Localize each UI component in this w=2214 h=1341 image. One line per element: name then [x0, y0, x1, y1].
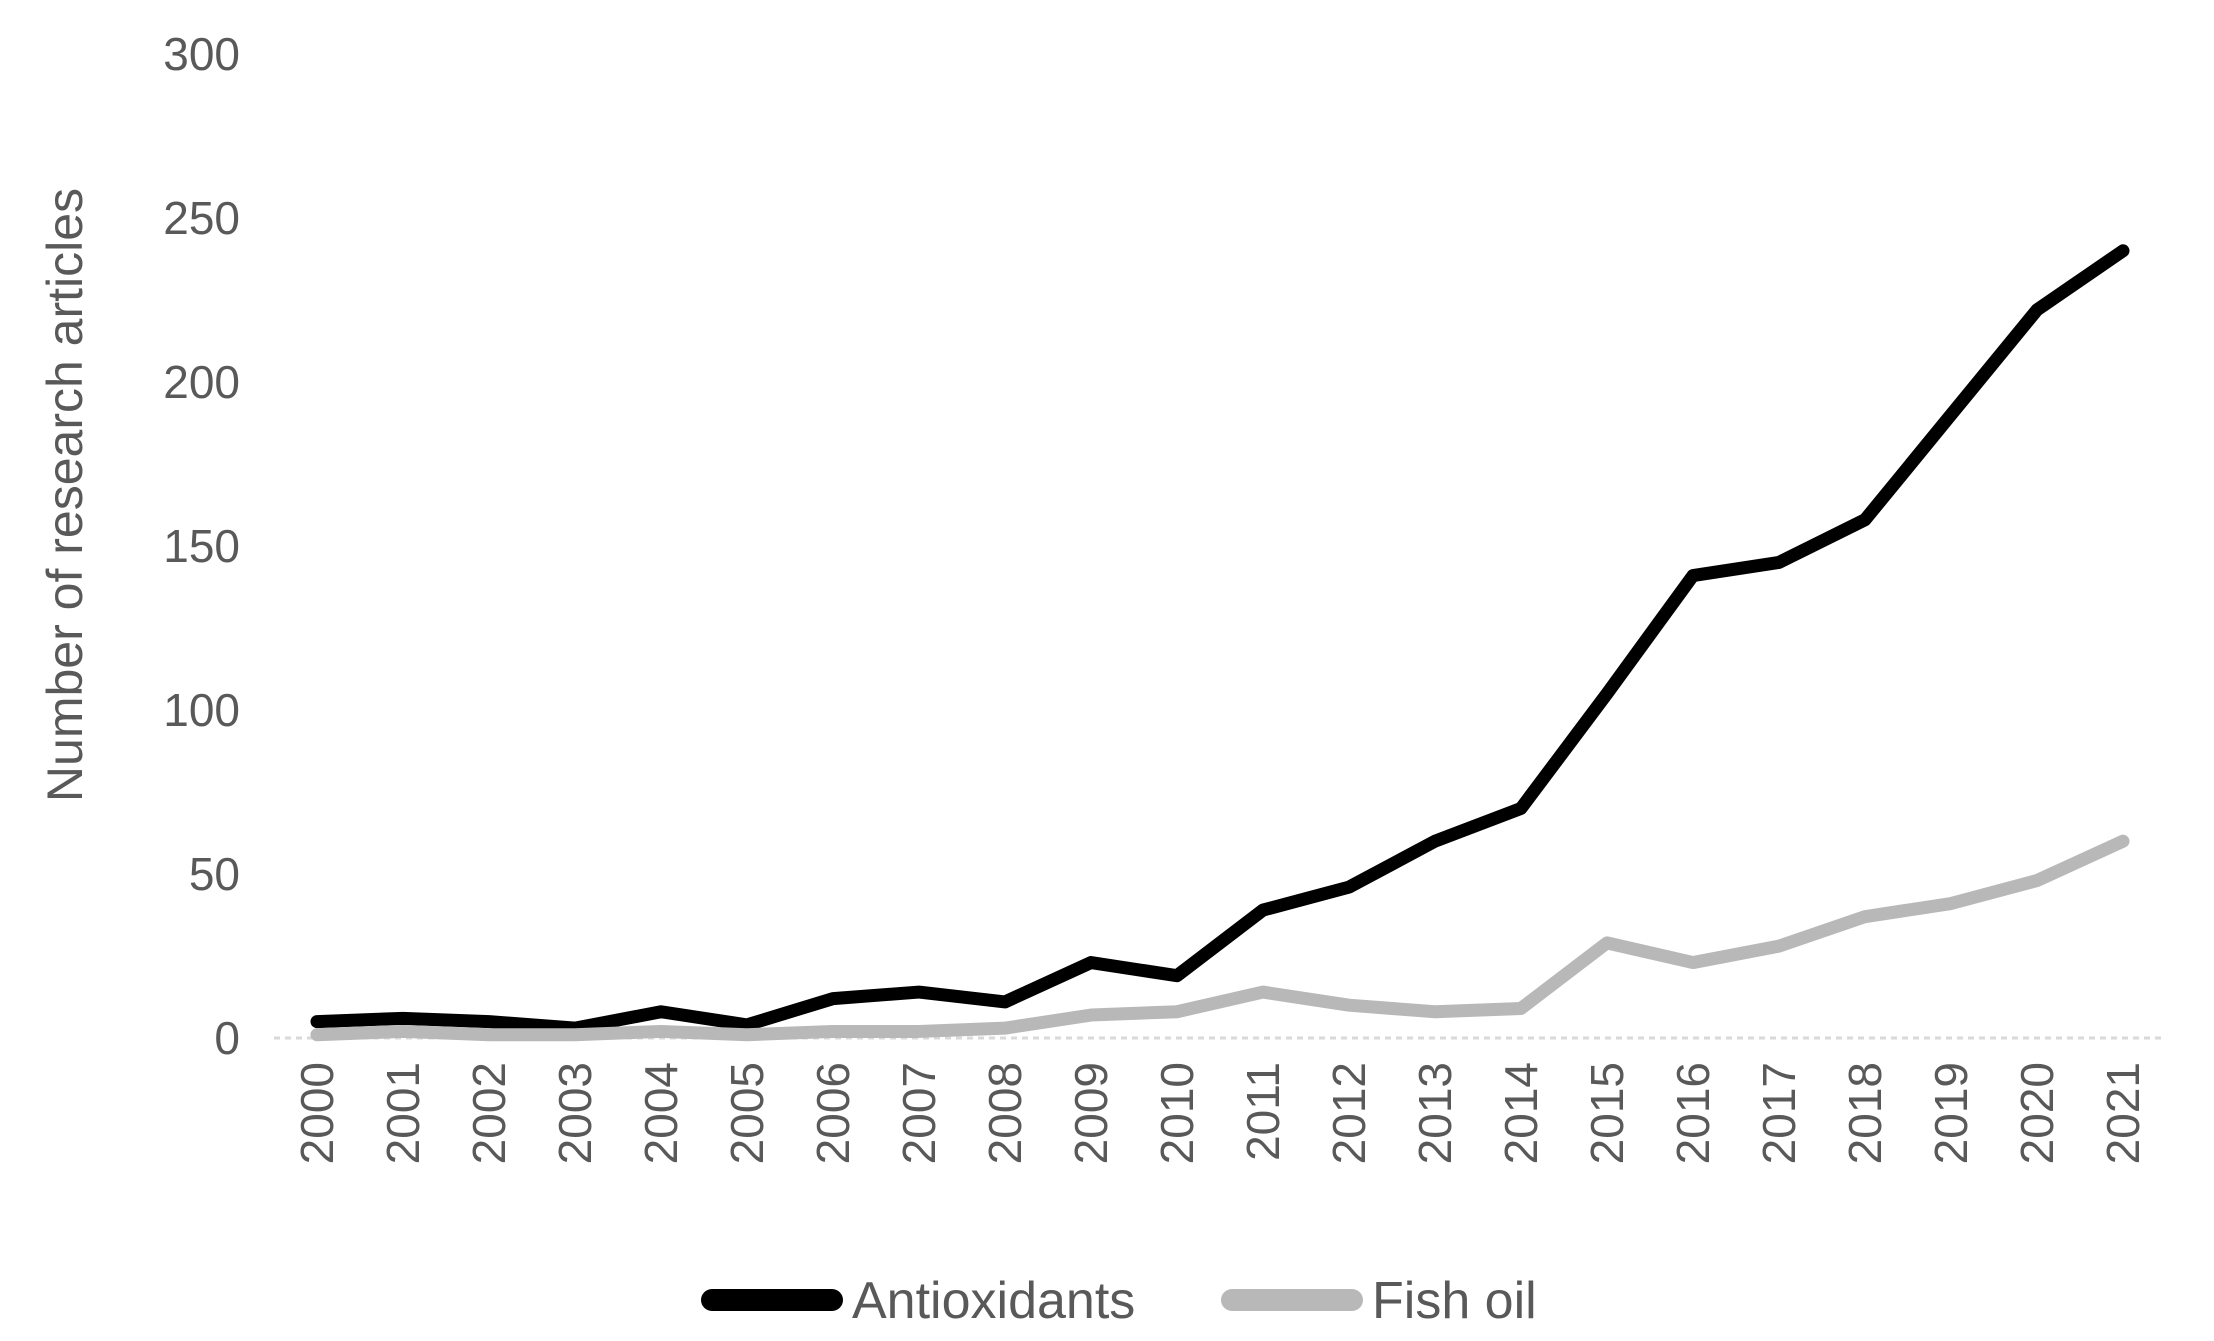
x-tick-label: 2015 [1581, 1062, 1633, 1164]
x-axis-tick-labels: 2000 2001 2002 2003 2004 2005 2006 2007 2008 2009… [291, 1062, 2149, 1164]
y-tick-label: 150 [163, 520, 240, 572]
y-axis-tick-labels: 0 50 100 150 200 250 300 [163, 28, 240, 1064]
x-tick-label: 2000 [291, 1062, 343, 1164]
x-tick-label: 2008 [979, 1062, 1031, 1164]
y-tick-label: 0 [214, 1012, 240, 1064]
legend-label-antioxidants: Antioxidants [852, 1272, 1135, 1330]
x-tick-label: 2010 [1151, 1062, 1203, 1164]
chart-legend: Antioxidants Fish oil [701, 1272, 1537, 1330]
x-tick-label: 2005 [721, 1062, 773, 1164]
x-tick-label: 2019 [1925, 1062, 1977, 1164]
x-tick-label: 2004 [635, 1062, 687, 1164]
x-tick-label: 2012 [1323, 1062, 1375, 1164]
x-tick-label: 2021 [2097, 1062, 2149, 1164]
x-tick-label: 2002 [463, 1062, 515, 1164]
x-tick-label: 2017 [1753, 1062, 1805, 1164]
series-line-antioxidants [310, 244, 2130, 1035]
x-tick-label: 2016 [1667, 1062, 1719, 1164]
x-tick-label: 2007 [893, 1062, 945, 1164]
y-tick-label: 50 [189, 848, 240, 900]
x-tick-label: 2003 [549, 1062, 601, 1164]
x-tick-label: 2020 [2011, 1062, 2063, 1164]
x-tick-label: 2018 [1839, 1062, 1891, 1164]
x-tick-label: 2011 [1237, 1062, 1289, 1161]
legend-label-fish-oil: Fish oil [1372, 1272, 1537, 1330]
x-tick-label: 2001 [377, 1062, 429, 1164]
x-tick-label: 2014 [1495, 1062, 1547, 1164]
y-axis-title: Number of research articles [37, 188, 93, 802]
y-tick-label: 300 [163, 28, 240, 80]
x-tick-label: 2006 [807, 1062, 859, 1164]
plot-series-lines [310, 244, 2130, 1042]
y-tick-label: 100 [163, 684, 240, 736]
x-tick-label: 2013 [1409, 1062, 1461, 1164]
x-tick-label: 2009 [1065, 1062, 1117, 1164]
series-line-fish-oil [310, 834, 2130, 1042]
y-tick-label: 200 [163, 356, 240, 408]
y-tick-label: 250 [163, 192, 240, 244]
